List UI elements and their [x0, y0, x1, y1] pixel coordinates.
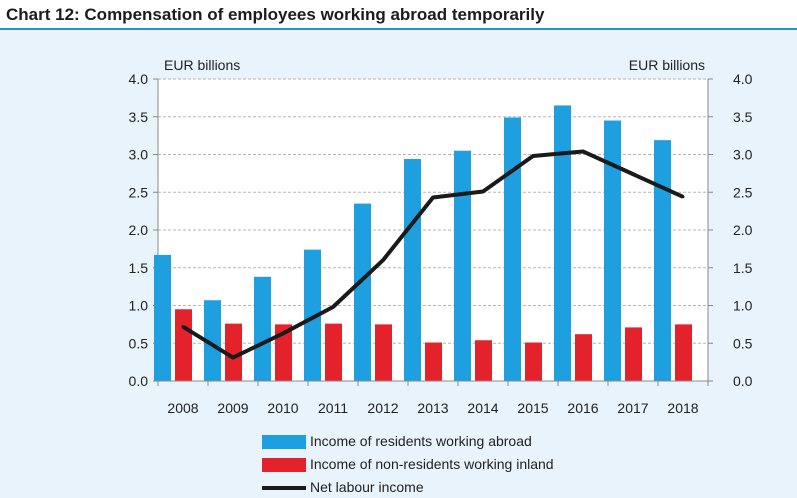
net-labour-income-point	[381, 258, 385, 262]
net-labour-income-point	[631, 172, 635, 176]
bar-nonresidents-inland	[675, 324, 692, 381]
net-labour-income-point	[181, 325, 185, 329]
x-tick-label: 2009	[217, 400, 248, 416]
bar-residents-abroad	[254, 276, 271, 381]
bar-residents-abroad	[604, 120, 621, 382]
left-tick-label: 1.5	[129, 260, 149, 276]
right-tick-label: 2.5	[733, 184, 753, 200]
chart-title: Chart 12: Compensation of employees work…	[6, 5, 545, 24]
left-tick-label: 0.5	[129, 335, 149, 351]
x-tick-label: 2016	[567, 400, 598, 416]
net-line-layer	[181, 149, 685, 360]
chart-title-bar: Chart 12: Compensation of employees work…	[0, 0, 797, 30]
right-tick-label: 2.0	[733, 222, 753, 238]
bar-nonresidents-inland	[625, 327, 642, 381]
bars	[154, 105, 692, 382]
bar-nonresidents-inland	[275, 324, 292, 381]
net-labour-income-point	[331, 305, 335, 309]
bar-nonresidents-inland	[175, 309, 192, 381]
x-tick-label: 2011	[318, 400, 348, 416]
right-tick-label: 0.0	[733, 373, 753, 389]
bar-residents-abroad	[654, 140, 671, 381]
left-tick-label: 4.0	[129, 71, 149, 87]
x-tick-label: 2013	[417, 400, 448, 416]
left-tick-label: 0.0	[129, 373, 149, 389]
net-labour-income-point	[531, 154, 535, 158]
bar-residents-abroad	[404, 159, 421, 381]
bar-nonresidents-inland	[525, 342, 542, 381]
left-tick-label: 2.0	[129, 222, 149, 238]
net-labour-income-point	[581, 149, 585, 153]
x-tick-label: 2014	[467, 400, 498, 416]
left-tick-label: 3.0	[129, 147, 149, 163]
bar-nonresidents-inland	[325, 323, 342, 381]
legend-label: Net labour income	[310, 479, 424, 495]
bar-nonresidents-inland	[475, 340, 492, 381]
right-tick-label: 3.0	[733, 147, 753, 163]
bar-residents-abroad	[204, 300, 221, 381]
bar-nonresidents-inland	[225, 323, 242, 381]
x-axis: 2008 2009 2010 2011 2012 2013 2014 2015 2016 2017…	[157, 380, 709, 416]
bar-residents-abroad	[454, 150, 471, 381]
legend-label: Income of residents working abroad	[310, 433, 532, 449]
left-axis: 0.0 0.5 1.0 1.5 2.0 2.5 3.0 3.5 4.0	[129, 71, 159, 389]
legend: Income of residents working abroad Income…	[262, 433, 554, 495]
legend-swatch	[262, 435, 306, 449]
right-tick-label: 0.5	[733, 335, 753, 351]
x-tick-label: 2008	[167, 400, 198, 416]
bar-residents-abroad	[354, 203, 371, 381]
net-labour-income-point	[431, 196, 435, 200]
bar-residents-abroad	[304, 249, 321, 381]
legend-label: Income of non-residents working inland	[310, 456, 554, 472]
right-tick-label: 1.0	[733, 298, 753, 314]
bar-nonresidents-inland	[375, 324, 392, 381]
net-labour-income-point	[281, 331, 285, 335]
net-labour-income-point	[481, 189, 485, 193]
bar-nonresidents-inland	[575, 334, 592, 381]
net-labour-income-point	[231, 356, 235, 360]
x-tick-label: 2012	[367, 400, 398, 416]
x-tick-label: 2010	[267, 400, 298, 416]
right-axis: 0.0 0.5 1.0 1.5 2.0 2.5 3.0 3.5 4.0	[707, 71, 753, 389]
x-tick-label: 2018	[667, 400, 698, 416]
bar-residents-abroad	[554, 105, 571, 382]
x-tick-label: 2015	[517, 400, 548, 416]
bar-residents-abroad	[154, 254, 171, 381]
bar-residents-abroad	[504, 117, 521, 381]
left-tick-label: 3.5	[129, 109, 149, 125]
net-labour-income-point	[681, 195, 685, 199]
left-tick-label: 2.5	[129, 184, 149, 200]
legend-swatch	[262, 458, 306, 472]
bar-nonresidents-inland	[425, 342, 442, 381]
left-tick-label: 1.0	[129, 298, 149, 314]
right-tick-label: 1.5	[733, 260, 753, 276]
left-axis-unit: EUR billions	[164, 57, 240, 73]
right-tick-label: 4.0	[733, 71, 753, 87]
right-axis-unit: EUR billions	[629, 57, 705, 73]
x-tick-label: 2017	[617, 400, 648, 416]
right-tick-label: 3.5	[733, 109, 753, 125]
